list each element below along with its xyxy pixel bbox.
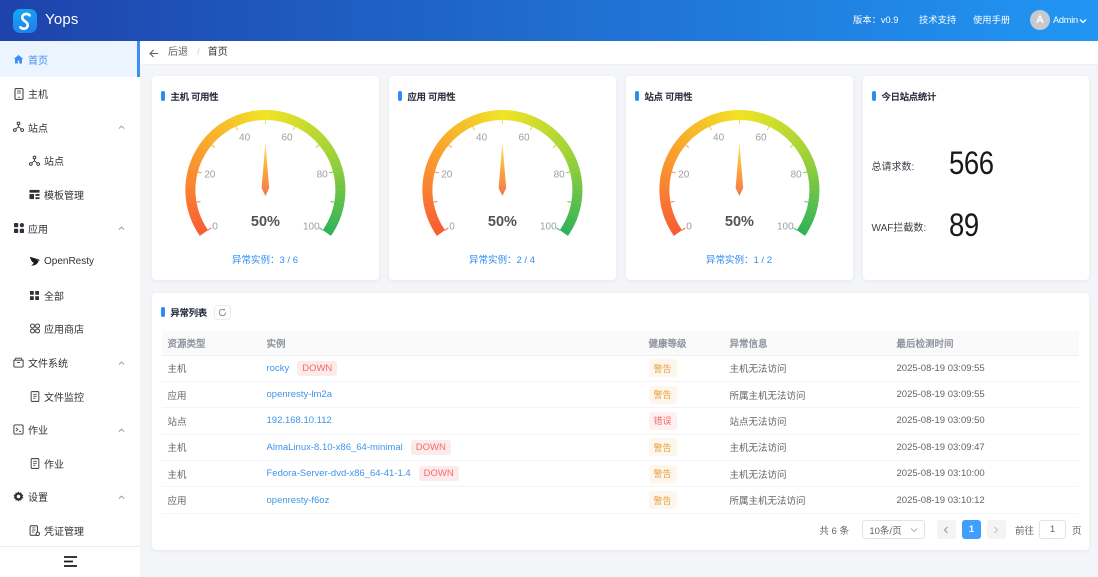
svg-text:50%: 50% <box>487 214 516 230</box>
svg-text:60: 60 <box>755 132 767 143</box>
svg-text:20: 20 <box>678 170 690 181</box>
svg-text:80: 80 <box>553 170 565 181</box>
svg-text:40: 40 <box>713 132 725 143</box>
svg-text:60: 60 <box>518 132 530 143</box>
svg-text:80: 80 <box>316 170 328 181</box>
svg-text:20: 20 <box>204 170 216 181</box>
svg-text:0: 0 <box>212 221 218 232</box>
svg-text:0: 0 <box>449 221 455 232</box>
svg-text:40: 40 <box>476 132 488 143</box>
svg-text:50%: 50% <box>724 214 753 230</box>
svg-text:20: 20 <box>441 170 453 181</box>
svg-text:100: 100 <box>539 221 556 232</box>
svg-text:60: 60 <box>281 132 293 143</box>
svg-text:40: 40 <box>239 132 251 143</box>
svg-text:50%: 50% <box>250 214 279 230</box>
svg-text:0: 0 <box>686 221 692 232</box>
svg-text:100: 100 <box>302 221 319 232</box>
svg-text:80: 80 <box>790 170 802 181</box>
svg-text:100: 100 <box>776 221 793 232</box>
